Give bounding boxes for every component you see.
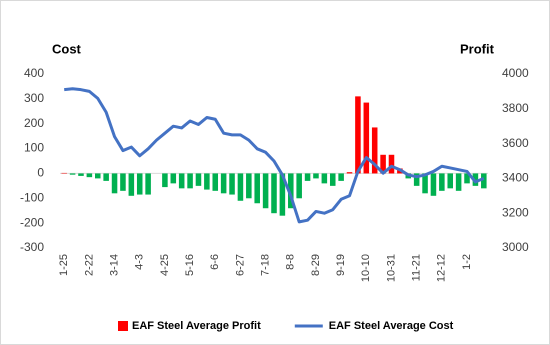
y2-tick-label: 3600 (502, 136, 529, 150)
x-tick-label: 4-3 (134, 254, 146, 270)
bar (103, 173, 109, 181)
y2-tick-label: 4000 (502, 66, 529, 80)
bar (321, 173, 328, 184)
y2-tick-label: 3200 (502, 205, 529, 219)
bar (86, 173, 93, 178)
x-tick-label: 9-19 (335, 254, 347, 276)
y2-tick-label: 3000 (502, 240, 529, 254)
x-tick-label: 2-22 (83, 254, 95, 276)
bar (313, 173, 319, 179)
y-tick-label: -300 (20, 240, 44, 254)
bar (338, 173, 344, 181)
bar (296, 173, 302, 199)
legend-label: EAF Steel Average Cost (329, 320, 454, 332)
bar (430, 173, 437, 196)
bar (329, 173, 336, 186)
legend-label: EAF Steel Average Profit (132, 320, 261, 332)
bar (128, 173, 135, 196)
x-tick-label: 8-29 (310, 254, 322, 276)
bar (455, 173, 462, 191)
bar (439, 173, 445, 191)
x-tick-label: 7-18 (260, 254, 272, 276)
bar (271, 173, 277, 214)
y2-axis-title: Profit (460, 41, 495, 56)
x-tick-label: 12-12 (436, 254, 448, 282)
bar (170, 173, 177, 184)
bar (195, 173, 202, 186)
x-tick-label: 8-8 (285, 254, 297, 270)
bar (447, 173, 454, 189)
bar (237, 173, 244, 201)
bar (178, 173, 185, 189)
bar (388, 154, 395, 174)
y-tick-label: -100 (20, 190, 44, 204)
bar (262, 173, 269, 209)
y2-tick-label: 3400 (502, 171, 529, 185)
bar (481, 173, 487, 189)
x-tick-label: 1-2 (461, 254, 473, 270)
bar (204, 173, 210, 190)
bar (69, 173, 76, 175)
x-tick-label: 5-16 (184, 254, 196, 276)
legend-swatch (118, 321, 128, 331)
bar (346, 172, 353, 174)
y2-tick-label: 3800 (502, 101, 529, 115)
bar (229, 173, 235, 195)
bar (78, 173, 84, 176)
x-tick-label: 6-27 (234, 254, 246, 276)
y-tick-label: 100 (24, 141, 44, 155)
bar (288, 173, 294, 209)
x-tick-label: 10-31 (385, 254, 397, 282)
bar (162, 173, 168, 188)
x-tick-label: 6-6 (209, 254, 221, 270)
y-tick-label: 300 (24, 91, 44, 105)
y-axis-title: Cost (52, 41, 82, 56)
x-tick-label: 11-21 (411, 254, 423, 281)
bar (363, 102, 370, 174)
bar (422, 173, 428, 194)
y-tick-label: 0 (37, 166, 44, 180)
y-tick-label: -200 (20, 215, 44, 229)
bar (145, 173, 151, 195)
bar (464, 173, 470, 184)
bar (212, 173, 219, 191)
x-tick-label: 1-25 (58, 254, 70, 276)
bar (371, 127, 378, 174)
y-tick-label: 400 (24, 66, 44, 80)
bar (136, 173, 143, 195)
bar (380, 154, 386, 174)
bar (187, 173, 193, 189)
bar (413, 173, 420, 186)
y-tick-label: 200 (24, 116, 44, 130)
x-tick-label: 3-14 (108, 254, 120, 276)
bar (304, 173, 311, 181)
bar (120, 173, 126, 191)
line (64, 87, 485, 224)
bar (246, 173, 252, 199)
bar (355, 96, 361, 174)
x-tick-label: 4-25 (159, 254, 171, 276)
bar (220, 173, 227, 194)
bar (279, 173, 286, 216)
bar (94, 173, 101, 179)
x-tick-label: 10-10 (360, 254, 372, 282)
bar (254, 173, 260, 204)
bar (111, 173, 118, 194)
